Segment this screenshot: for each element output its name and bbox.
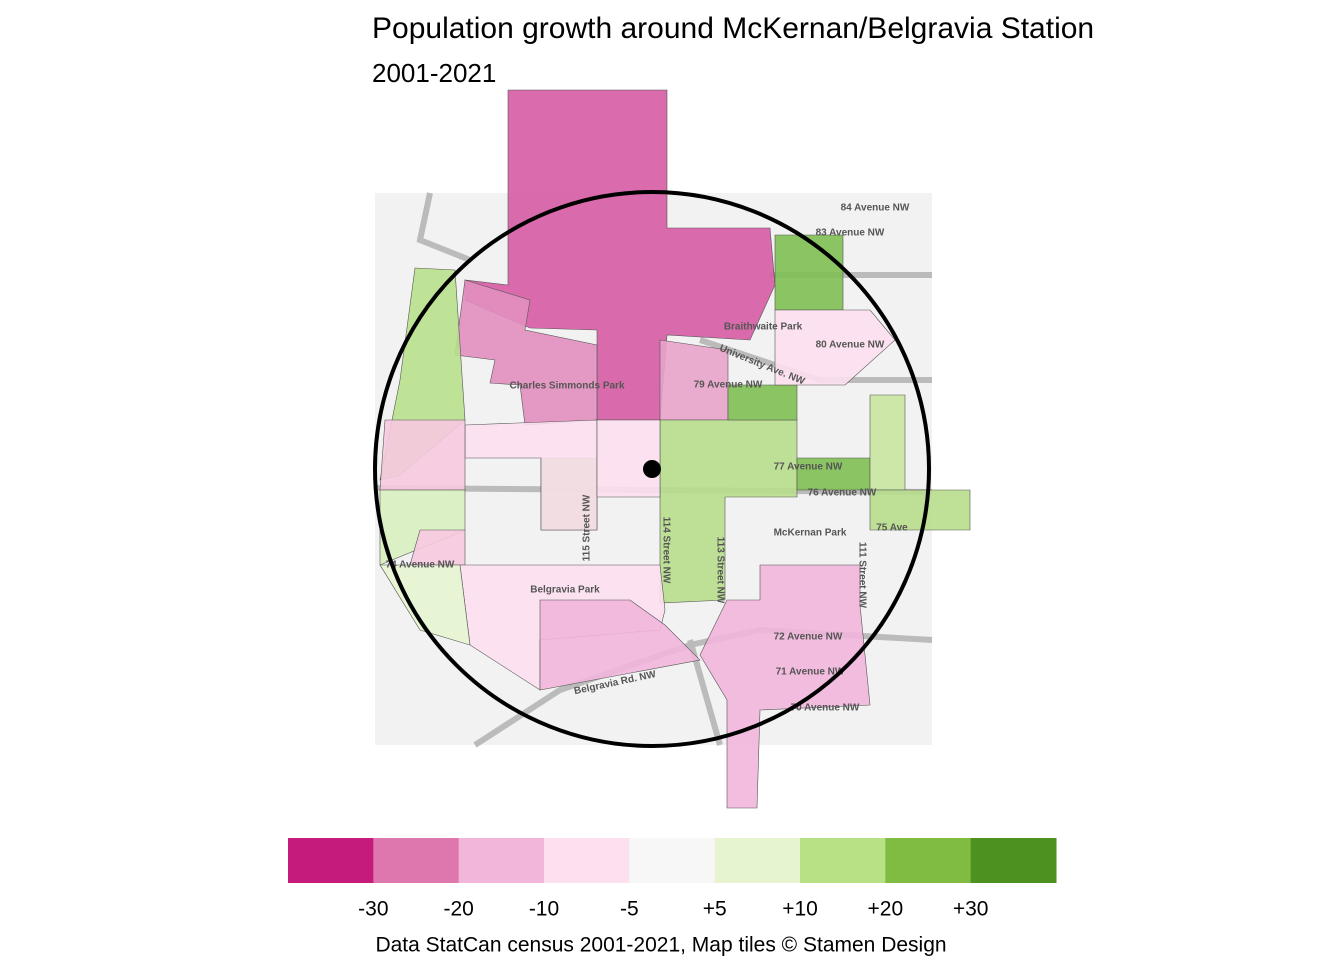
- legend-swatch: [970, 838, 1057, 883]
- street-label: 74 Avenue NW: [386, 560, 455, 571]
- subtitle: 2001-2021: [372, 58, 496, 88]
- legend-swatch: [373, 838, 460, 883]
- street-label: 115 Street NW: [582, 494, 593, 561]
- legend-label: -10: [529, 898, 559, 921]
- street-label: 71 Avenue NW: [776, 667, 845, 678]
- legend-swatch: [885, 838, 972, 883]
- street-label: 113 Street NW: [714, 537, 725, 604]
- street-label: 72 Avenue NW: [774, 632, 843, 643]
- street-label: 77 Avenue NW: [774, 462, 843, 473]
- legend-label: +10: [782, 898, 818, 921]
- station-point: [643, 460, 661, 478]
- legend-swatch: [288, 838, 374, 883]
- legend-label: -30: [358, 898, 388, 921]
- street-label: 70 Avenue NW: [791, 703, 860, 714]
- street-label: Braithwaite Park: [724, 322, 803, 333]
- caption: Data StatCan census 2001-2021, Map tiles…: [375, 934, 946, 957]
- street-label: 83 Avenue NW: [816, 228, 885, 239]
- legend-swatch: [714, 838, 801, 883]
- legend-label: -5: [620, 898, 639, 921]
- legend-label: +5: [703, 898, 727, 921]
- legend-label: +30: [953, 898, 989, 921]
- radius-circle: [373, 190, 931, 748]
- street-label: 84 Avenue NW: [841, 203, 910, 214]
- street-label: 75 Ave: [876, 523, 908, 534]
- street-label: 76 Avenue NW: [808, 488, 877, 499]
- census-areas: [379, 89, 971, 809]
- legend-swatch: [544, 838, 630, 883]
- street-label: 80 Avenue NW: [816, 340, 885, 351]
- street-label: Belgravia Park: [530, 585, 600, 596]
- street-label: 79 Avenue NW: [694, 380, 763, 391]
- street-label: Charles Simmonds Park: [509, 381, 624, 392]
- street-label: McKernan Park: [774, 528, 847, 539]
- legend-swatch: [800, 838, 886, 883]
- legend-label: -20: [443, 898, 473, 921]
- street-label: 111 Street NW: [856, 542, 867, 609]
- legend-swatch: [629, 838, 716, 883]
- legend-swatch: [458, 838, 545, 883]
- street-label: 114 Street NW: [660, 517, 671, 584]
- title: Population growth around McKernan/Belgra…: [372, 12, 1094, 45]
- legend: -30 -20 -10 -5 +5 +10 +20 +30: [288, 838, 1057, 921]
- legend-label: +20: [868, 898, 904, 921]
